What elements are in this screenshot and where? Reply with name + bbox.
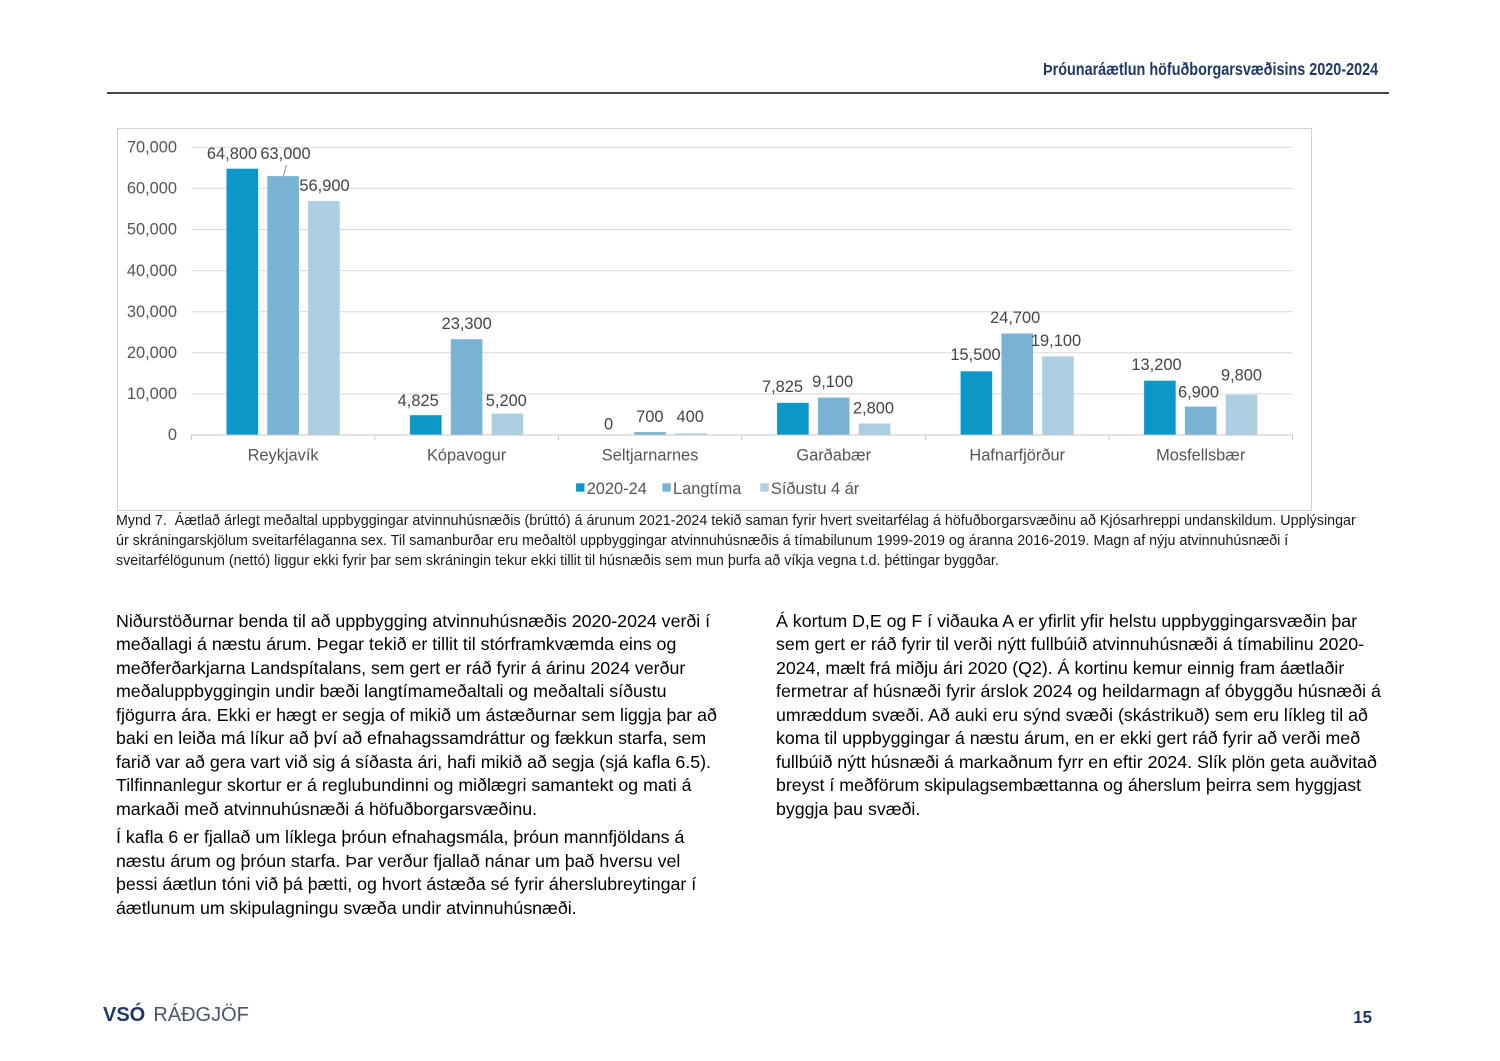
svg-text:10,000: 10,000	[126, 385, 176, 403]
svg-text:700: 700	[636, 407, 663, 425]
svg-text:Garðabær: Garðabær	[796, 446, 871, 464]
svg-text:7,825: 7,825	[761, 378, 802, 396]
svg-text:0: 0	[603, 415, 612, 433]
svg-text:24,700: 24,700	[990, 309, 1040, 327]
svg-text:6,900: 6,900	[1177, 383, 1218, 401]
svg-text:15,500: 15,500	[950, 346, 1000, 364]
svg-text:Seltjarnarnes: Seltjarnarnes	[601, 446, 698, 464]
svg-text:2,800: 2,800	[852, 399, 893, 417]
svg-text:60,000: 60,000	[126, 179, 176, 197]
svg-text:19,100: 19,100	[1030, 332, 1080, 350]
svg-text:0: 0	[167, 426, 176, 444]
svg-text:9,800: 9,800	[1220, 366, 1261, 384]
svg-text:40,000: 40,000	[126, 261, 176, 279]
svg-text:400: 400	[676, 407, 703, 425]
svg-text:2020-24: 2020-24	[586, 479, 646, 497]
svg-text:Hafnarfjörður: Hafnarfjörður	[969, 446, 1065, 464]
svg-text:30,000: 30,000	[126, 302, 176, 320]
svg-text:20,000: 20,000	[126, 344, 176, 362]
svg-text:13,200: 13,200	[1131, 356, 1181, 374]
svg-text:9,100: 9,100	[812, 373, 853, 391]
svg-text:50,000: 50,000	[126, 220, 176, 238]
svg-text:Síðustu 4 ár: Síðustu 4 ár	[770, 479, 859, 497]
svg-text:23,300: 23,300	[441, 314, 491, 332]
svg-text:Kópavogur: Kópavogur	[426, 446, 506, 464]
svg-text:56,900: 56,900	[299, 177, 349, 195]
svg-text:64,800: 64,800	[206, 144, 256, 162]
svg-text:Reykjavík: Reykjavík	[247, 446, 319, 464]
svg-text:63,000: 63,000	[260, 144, 310, 162]
svg-text:4,825: 4,825	[397, 392, 438, 410]
svg-text:5,200: 5,200	[485, 392, 526, 410]
svg-text:Langtíma: Langtíma	[673, 479, 742, 497]
svg-text:70,000: 70,000	[126, 138, 176, 156]
svg-text:Mosfellsbær: Mosfellsbær	[1156, 446, 1246, 464]
